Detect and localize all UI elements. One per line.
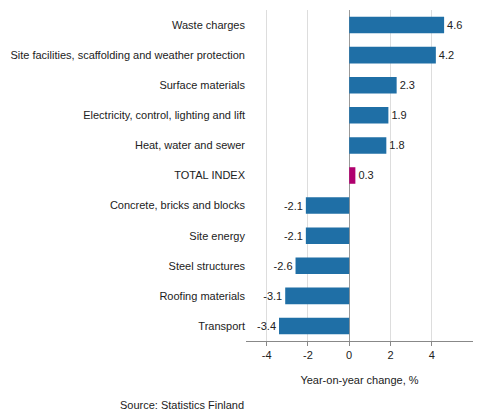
svg-text:4.6: 4.6 xyxy=(447,19,462,31)
svg-text:1.9: 1.9 xyxy=(391,109,406,121)
svg-text:-2.1: -2.1 xyxy=(284,200,303,212)
svg-text:Source: Statistics Finland: Source: Statistics Finland xyxy=(120,399,244,411)
svg-text:-2: -2 xyxy=(303,349,313,361)
svg-text:-4: -4 xyxy=(262,349,272,361)
svg-text:Site facilities, scaffolding a: Site facilities, scaffolding and weather… xyxy=(10,49,245,61)
svg-text:-2.1: -2.1 xyxy=(284,230,303,242)
svg-text:Steel structures: Steel structures xyxy=(169,260,246,272)
svg-text:Concrete, bricks and blocks: Concrete, bricks and blocks xyxy=(110,199,246,211)
svg-text:Heat, water and sewer: Heat, water and sewer xyxy=(135,139,245,151)
svg-text:Electricity, control, lighting: Electricity, control, lighting and lift xyxy=(83,109,245,121)
svg-text:TOTAL INDEX: TOTAL INDEX xyxy=(174,169,245,181)
svg-text:Year-on-year change, %: Year-on-year change, % xyxy=(300,374,418,386)
svg-text:-3.4: -3.4 xyxy=(257,320,276,332)
svg-text:0.3: 0.3 xyxy=(358,169,373,181)
svg-text:1.8: 1.8 xyxy=(389,139,404,151)
svg-text:Site energy: Site energy xyxy=(189,230,245,242)
svg-text:-3.1: -3.1 xyxy=(263,290,282,302)
svg-text:2.3: 2.3 xyxy=(400,79,415,91)
svg-text:Transport: Transport xyxy=(198,320,245,332)
svg-text:Roofing materials: Roofing materials xyxy=(159,290,245,302)
svg-text:2: 2 xyxy=(387,349,393,361)
svg-text:Waste charges: Waste charges xyxy=(172,19,245,31)
svg-text:4: 4 xyxy=(429,349,435,361)
svg-text:Surface materials: Surface materials xyxy=(159,79,245,91)
svg-text:4.2: 4.2 xyxy=(439,49,454,61)
svg-text:0: 0 xyxy=(346,349,352,361)
svg-text:-2.6: -2.6 xyxy=(274,260,293,272)
